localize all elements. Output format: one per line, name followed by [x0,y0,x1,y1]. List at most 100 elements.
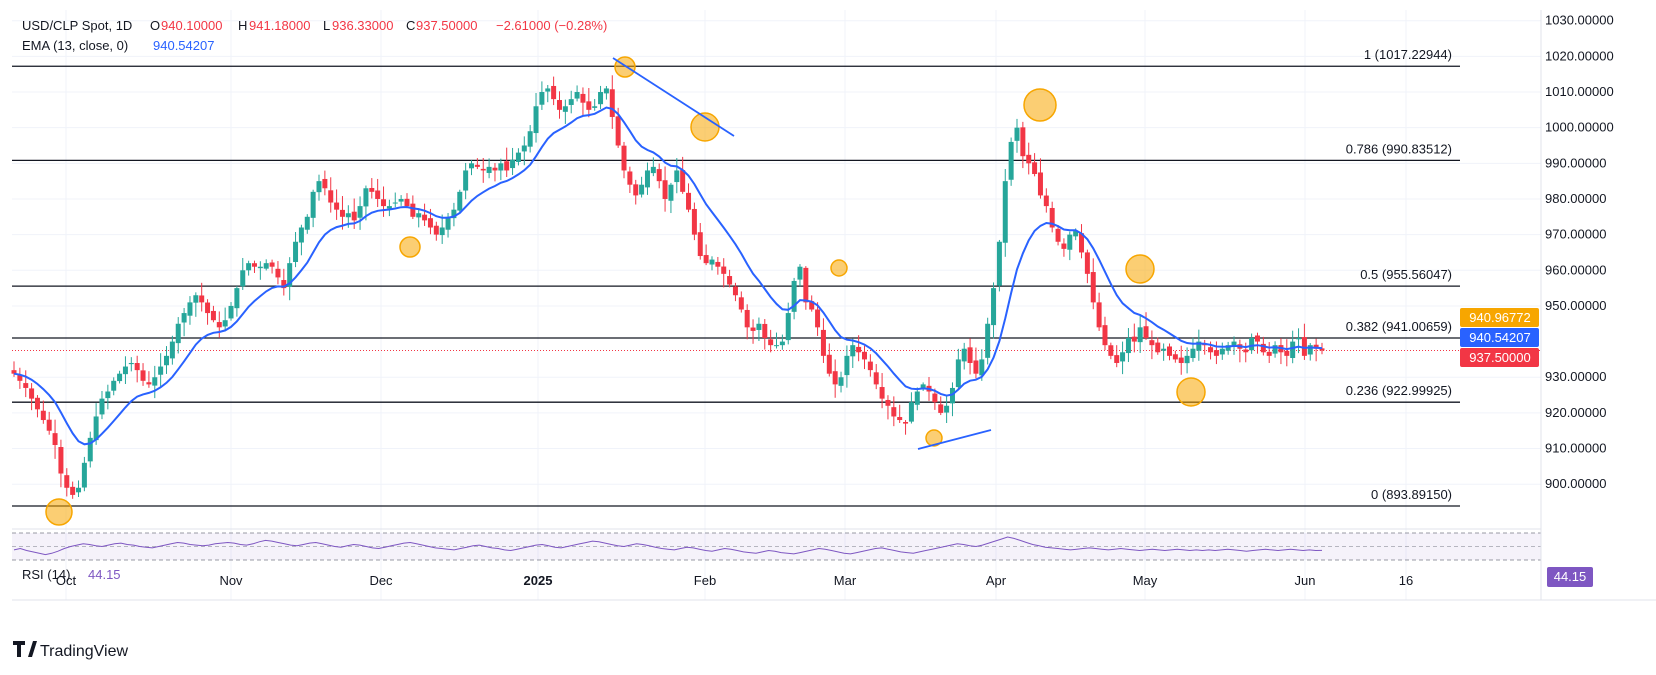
candle [58,439,64,488]
candle [70,481,76,499]
candle [64,468,70,497]
price-tag-text: 940.54207 [1469,330,1530,345]
candle [850,338,856,368]
rsi-value-tag-text: 44.15 [1554,569,1587,584]
candle [680,156,686,194]
candle [263,259,269,271]
candle [510,147,516,175]
change-value: −2.61000 (−0.28%) [496,18,607,33]
candle [721,258,727,288]
candle [732,282,738,302]
candle [1096,292,1102,331]
rsi-pane [12,528,1541,561]
candle [1032,153,1038,177]
candle [639,176,645,198]
time-axis[interactable]: Oct Nov Dec 2025 Feb Mar Apr May Jun 16 [56,573,1413,588]
close-label: C [406,18,415,33]
highlight-circle [45,498,73,526]
y-tick-label: 950.00000 [1545,298,1606,313]
candle [275,261,281,285]
highlight-circle [1176,377,1206,407]
candle [1108,342,1114,360]
candle [914,387,920,411]
candle [1243,342,1249,363]
candle [322,170,328,196]
candle [662,166,668,212]
candle [668,182,674,214]
candle [1008,137,1014,186]
y-tick-label: 990.00000 [1545,155,1606,170]
candle [40,400,46,424]
candle [991,282,997,339]
candle [539,81,545,110]
candle [392,192,398,208]
candle [961,342,967,370]
tradingview-logo[interactable]: TradingView [13,641,128,660]
open-label: O [150,18,160,33]
candle [627,166,633,194]
trendline-support [917,429,992,450]
candle [164,346,170,374]
candle [122,356,128,385]
fib-level-label: 1 (1017.22944) [1364,47,1452,62]
high-label: H [238,18,247,33]
candle [1125,328,1131,363]
candle [1149,330,1155,360]
candle [1319,342,1325,355]
candle [867,354,873,377]
highlight-circle [925,429,943,447]
candle [134,355,140,383]
candle [551,76,557,106]
candle [949,382,955,417]
price-tags: 940.96772 940.54207 937.50000 [1460,308,1539,367]
candle [357,196,363,230]
candle [228,302,234,321]
price-tag-text: 940.96772 [1469,310,1530,325]
highlight-circle [399,236,421,258]
candle [996,239,1002,292]
candle [433,221,439,241]
candle [328,177,334,213]
candle [809,295,815,312]
candle [363,185,369,221]
candle [1249,333,1255,354]
rsi-value-tag [1547,567,1593,587]
candle [545,85,551,103]
candle [826,343,832,377]
ema-line [13,106,1323,446]
candle [756,317,762,341]
y-tick-label: 1020.00000 [1545,48,1614,63]
candle [269,259,275,274]
y-tick-label: 910.00000 [1545,441,1606,456]
candle [169,335,175,365]
price-tag [1460,348,1539,367]
candle [293,231,299,268]
candle [768,329,774,353]
candle [381,186,387,217]
trendline-resistance [612,57,735,137]
candle [140,363,146,386]
candle [1296,328,1302,354]
candle [903,420,909,435]
candle [1043,188,1049,213]
candle [298,224,304,256]
candlesticks [11,75,1325,499]
candle [1020,121,1026,169]
candle [938,396,944,416]
candle [1290,330,1296,364]
candle [216,311,222,338]
candle [1014,118,1020,153]
candle [832,359,838,398]
price-axis[interactable]: 1030.00000 1020.00000 1010.00000 1000.00000… [1545,13,1614,492]
candle [750,319,756,344]
candle [873,364,879,390]
candle [17,367,23,389]
candle [1202,339,1208,355]
y-tick-label: 980.00000 [1545,191,1606,206]
candle [1002,169,1008,257]
y-tick-label: 960.00000 [1545,262,1606,277]
candle [146,371,152,388]
candle [1061,238,1067,257]
ema-legend-label: EMA (13, close, 0) [22,38,128,53]
